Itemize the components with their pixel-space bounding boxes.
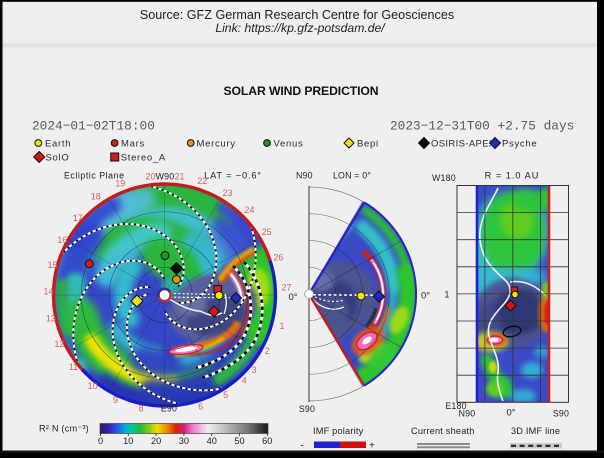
svg-text:21: 21 [174,172,184,182]
svg-text:S90: S90 [553,409,569,419]
svg-text:25: 25 [262,227,272,237]
svg-text:0°: 0° [421,291,430,302]
svg-text:15: 15 [47,260,57,270]
svg-text:24: 24 [244,205,254,215]
svg-text:N90: N90 [296,171,313,181]
svg-text:1: 1 [279,321,284,331]
svg-text:-: - [300,441,304,452]
svg-text:23: 23 [222,188,232,198]
svg-text:2: 2 [265,346,270,356]
svg-text:E90: E90 [161,404,177,414]
svg-text:13: 13 [46,314,56,324]
svg-text:0: 0 [98,436,103,446]
svg-text:50: 50 [234,436,244,446]
svg-text:W90: W90 [156,172,175,182]
svg-text:22: 22 [197,176,207,186]
svg-text:IMF polarity: IMF polarity [313,426,364,436]
svg-text:60: 60 [262,436,272,446]
svg-text:E180: E180 [445,401,466,411]
svg-text:W180: W180 [432,173,456,183]
svg-text:N90: N90 [459,409,476,419]
svg-text:LAT = −0.6°: LAT = −0.6° [204,171,262,181]
svg-text:Mars: Mars [121,139,145,150]
svg-text:9: 9 [113,395,118,405]
svg-text:Source: GFZ German Research Ce: Source: GFZ German Research Centre for G… [140,8,454,22]
svg-text:4: 4 [242,376,247,386]
svg-text:16: 16 [57,235,67,245]
svg-text:+: + [369,441,375,452]
svg-text:Psyche: Psyche [502,139,537,150]
svg-text:10: 10 [88,381,98,391]
svg-text:10: 10 [123,436,133,446]
svg-text:11: 11 [69,362,78,372]
svg-text:Venus: Venus [274,139,304,150]
svg-text:0°: 0° [506,408,515,419]
svg-text:12: 12 [54,339,64,349]
svg-text:30: 30 [179,436,189,446]
svg-text:OSIRIS-APEX: OSIRIS-APEX [431,139,496,150]
svg-text:5: 5 [223,390,228,400]
svg-text:R² N (cm⁻³): R² N (cm⁻³) [39,424,89,434]
svg-text:R = 1.0 AU: R = 1.0 AU [485,171,540,181]
svg-text:Current sheath: Current sheath [411,426,475,436]
svg-text:Ecliptic Plane: Ecliptic Plane [64,171,125,181]
svg-text:SOLAR WIND PREDICTION: SOLAR WIND PREDICTION [224,84,379,98]
svg-text:0°: 0° [289,292,298,303]
svg-text:Bepi: Bepi [357,139,379,150]
svg-text:SolO: SolO [46,153,70,164]
svg-text:3: 3 [252,365,257,375]
svg-text:S90: S90 [299,404,315,414]
svg-text:27: 27 [281,283,291,293]
svg-text:Link: https://kp.gfz-potsdam.d: Link: https://kp.gfz-potsdam.de/ [215,21,386,35]
svg-text:18: 18 [91,192,101,202]
svg-text:40: 40 [207,436,217,446]
svg-text:20: 20 [151,436,161,446]
svg-text:Earth: Earth [45,139,71,150]
svg-text:26: 26 [273,252,283,262]
svg-text:2024−01−02T18:00: 2024−01−02T18:00 [32,119,155,134]
svg-text:1: 1 [444,290,449,300]
svg-text:17: 17 [73,213,83,223]
svg-text:14: 14 [43,287,53,297]
svg-text:6: 6 [198,401,203,411]
svg-text:2023−12−31T00 +2.75 days: 2023−12−31T00 +2.75 days [390,119,574,134]
svg-text:Mercury: Mercury [197,139,236,150]
svg-text:20: 20 [145,172,155,182]
svg-text:8: 8 [138,404,143,414]
svg-text:3D IMF line: 3D IMF line [511,426,560,436]
svg-text:Stereo_A: Stereo_A [121,153,166,164]
svg-text:LON = 0°: LON = 0° [333,171,371,181]
svg-text:19: 19 [115,179,125,189]
